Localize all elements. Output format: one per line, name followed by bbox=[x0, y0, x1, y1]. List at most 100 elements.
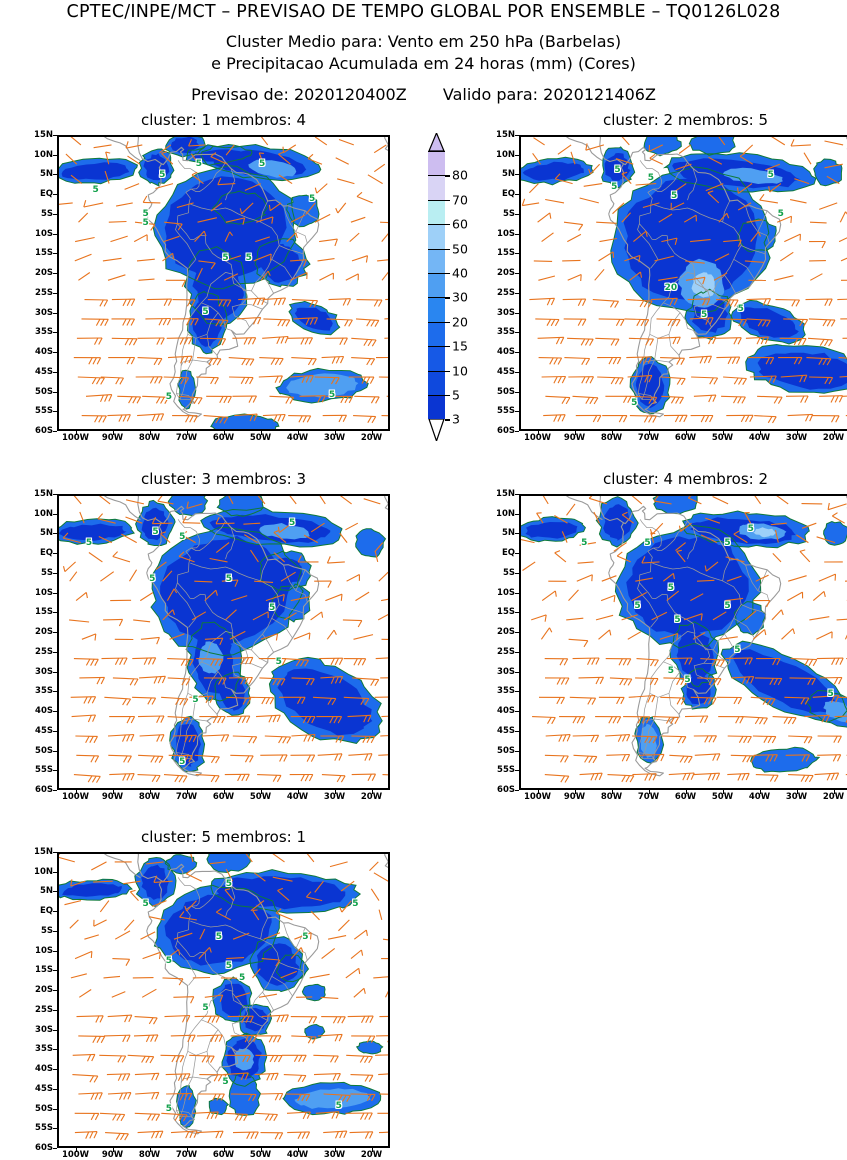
colorbar-band-15 bbox=[428, 321, 445, 347]
y-tick bbox=[515, 651, 519, 653]
y-axis-label: 25S bbox=[35, 287, 53, 298]
y-tick bbox=[53, 1108, 57, 1110]
y-axis-label: 10S bbox=[35, 228, 53, 239]
cluster-panel-title-1: cluster: 1 membros: 4 bbox=[140, 111, 307, 129]
x-tick bbox=[685, 790, 687, 794]
x-tick bbox=[75, 790, 77, 794]
y-tick bbox=[515, 612, 519, 614]
y-tick bbox=[53, 154, 57, 156]
y-axis-label: 15N bbox=[34, 130, 53, 140]
y-axis-label: 40S bbox=[35, 706, 53, 717]
y-axis-label: 25S bbox=[35, 1004, 53, 1015]
y-axis-label: 10N bbox=[34, 866, 53, 877]
y-tick bbox=[53, 1148, 57, 1149]
x-axis-label: 80W bbox=[138, 433, 161, 443]
x-axis-label: 40W bbox=[748, 792, 771, 802]
forecast-time-line: Previsao de: 2020120400Z Valido para: 20… bbox=[0, 85, 847, 104]
y-tick bbox=[53, 790, 57, 791]
y-tick bbox=[53, 352, 57, 354]
y-axis-label: 60S bbox=[497, 426, 515, 436]
y-axis-label: 10N bbox=[496, 149, 515, 160]
y-tick bbox=[515, 494, 519, 495]
x-tick bbox=[297, 1148, 299, 1152]
x-tick bbox=[112, 1148, 114, 1152]
y-tick bbox=[53, 691, 57, 693]
y-tick bbox=[53, 970, 57, 972]
x-tick bbox=[186, 1148, 188, 1152]
x-axis-label: 70W bbox=[175, 1150, 198, 1160]
y-axis-label: 40S bbox=[35, 1064, 53, 1075]
x-axis-label: 50W bbox=[249, 433, 272, 443]
y-axis-label: 10S bbox=[497, 587, 515, 598]
cluster-panel-title-2: cluster: 2 membros: 5 bbox=[602, 111, 769, 129]
colorbar-label-70: 70 bbox=[452, 192, 468, 208]
y-tick bbox=[53, 135, 57, 136]
y-axis-label: 55S bbox=[497, 406, 515, 417]
y-tick bbox=[53, 292, 57, 294]
page-title: CPTEC/INPE/MCT – PREVISAO DE TEMPO GLOBA… bbox=[66, 2, 781, 22]
x-tick bbox=[537, 431, 539, 435]
precipitation-colorbar: 3 5 10 15 20 30 40 50 60 70 80 bbox=[428, 133, 468, 442]
y-tick bbox=[515, 292, 519, 294]
x-tick bbox=[796, 431, 798, 435]
y-tick bbox=[515, 691, 519, 693]
x-axis-label: 100W bbox=[61, 433, 90, 443]
cluster-panel-3: cluster: 3 membros: 3 5 5 5 5 5 5 5 5 5 5 15N 10N 5N E… bbox=[34, 470, 390, 802]
x-axis-label: 30W bbox=[785, 433, 808, 443]
y-axis-label: 20S bbox=[35, 985, 53, 996]
y-tick bbox=[515, 592, 519, 594]
y-tick bbox=[515, 194, 519, 196]
colorbar-band-70 bbox=[428, 175, 445, 200]
colorbar-band-30 bbox=[428, 273, 445, 298]
y-axis-label: 15S bbox=[35, 965, 53, 976]
cluster-panel-title-4: cluster: 4 membros: 2 bbox=[602, 470, 769, 488]
y-axis-label: 40S bbox=[497, 706, 515, 717]
y-axis-label: 5N bbox=[39, 886, 53, 897]
colorbar-extend-min-arrow bbox=[428, 419, 445, 442]
y-axis-label: 60S bbox=[35, 1143, 53, 1153]
x-axis-label: 90W bbox=[101, 433, 124, 443]
subtitle-line-1: Cluster Medio para: Vento em 250 hPa (Ba… bbox=[225, 32, 622, 51]
y-axis-label: 60S bbox=[497, 785, 515, 795]
x-tick bbox=[260, 790, 262, 794]
subtitle-line-2: e Precipitacao Acumulada em 24 horas (mm… bbox=[211, 54, 636, 73]
y-tick bbox=[53, 513, 57, 515]
y-tick bbox=[515, 411, 519, 413]
y-axis-label: 25S bbox=[497, 287, 515, 298]
x-tick bbox=[648, 790, 650, 794]
x-axis-label: 30W bbox=[323, 1150, 346, 1160]
x-tick bbox=[112, 790, 114, 794]
y-axis-label: 50S bbox=[35, 386, 53, 397]
x-axis-label: 50W bbox=[249, 1150, 272, 1160]
y-axis-label: 10S bbox=[497, 228, 515, 239]
y-tick bbox=[53, 711, 57, 713]
y-tick bbox=[515, 513, 519, 515]
y-axis-label: 55S bbox=[35, 765, 53, 776]
y-tick bbox=[515, 154, 519, 156]
y-axis-label: EQ bbox=[501, 189, 515, 200]
y-axis-label: 10S bbox=[35, 945, 53, 956]
y-axis-label: 60S bbox=[35, 785, 53, 795]
colorbar-band-40 bbox=[428, 248, 445, 273]
colorbar-label-40: 40 bbox=[452, 265, 468, 281]
x-tick bbox=[260, 431, 262, 435]
x-tick bbox=[297, 790, 299, 794]
y-tick bbox=[515, 135, 519, 136]
y-tick bbox=[53, 671, 57, 673]
y-axis-label: 15S bbox=[497, 248, 515, 259]
colorbar-tick bbox=[445, 395, 450, 397]
y-tick bbox=[53, 194, 57, 196]
y-tick bbox=[515, 770, 519, 772]
x-axis-label: 50W bbox=[711, 433, 734, 443]
colorbar-band-50 bbox=[428, 224, 445, 249]
x-tick bbox=[75, 1148, 77, 1152]
y-axis-label: 15S bbox=[35, 248, 53, 259]
y-axis-label: 15N bbox=[34, 489, 53, 499]
y-axis-label: 30S bbox=[35, 307, 53, 318]
y-tick bbox=[53, 632, 57, 634]
x-axis-label: 20W bbox=[360, 433, 383, 443]
y-axis-label: 20S bbox=[497, 268, 515, 279]
colorbar-tick bbox=[445, 370, 450, 372]
y-tick bbox=[515, 632, 519, 634]
